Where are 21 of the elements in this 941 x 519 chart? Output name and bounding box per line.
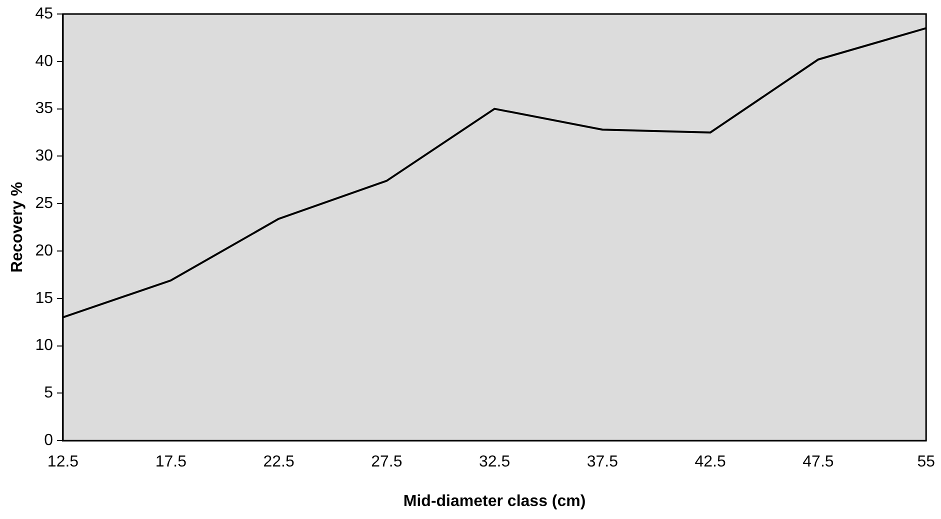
y-axis-title: Recovery % bbox=[9, 182, 26, 273]
y-tick-label: 30 bbox=[35, 148, 54, 165]
y-tick-label: 40 bbox=[35, 52, 54, 70]
y-tick-label: 5 bbox=[44, 384, 54, 402]
x-tick-label: 32.5 bbox=[478, 454, 510, 471]
x-tick-label: 37.5 bbox=[586, 454, 618, 471]
x-tick-label: 42.5 bbox=[694, 454, 726, 471]
x-tick-label: 22.5 bbox=[263, 454, 294, 471]
y-tick-label: 10 bbox=[35, 337, 54, 354]
x-tick-label: 17.5 bbox=[155, 454, 187, 471]
y-tick-label: 35 bbox=[35, 100, 54, 118]
y-tick-label: 25 bbox=[35, 195, 54, 212]
x-tick-label: 12.5 bbox=[47, 454, 79, 471]
x-tick-label: 55 bbox=[917, 454, 936, 471]
x-axis-title: Mid-diameter class (cm) bbox=[403, 492, 586, 510]
y-tick-label: 0 bbox=[44, 432, 54, 450]
y-tick-label: 15 bbox=[35, 290, 54, 307]
y-tick-label: 45 bbox=[35, 5, 54, 22]
y-tick-label: 20 bbox=[35, 242, 54, 260]
x-tick-label: 27.5 bbox=[371, 454, 402, 471]
x-tick-label: 47.5 bbox=[802, 454, 834, 471]
